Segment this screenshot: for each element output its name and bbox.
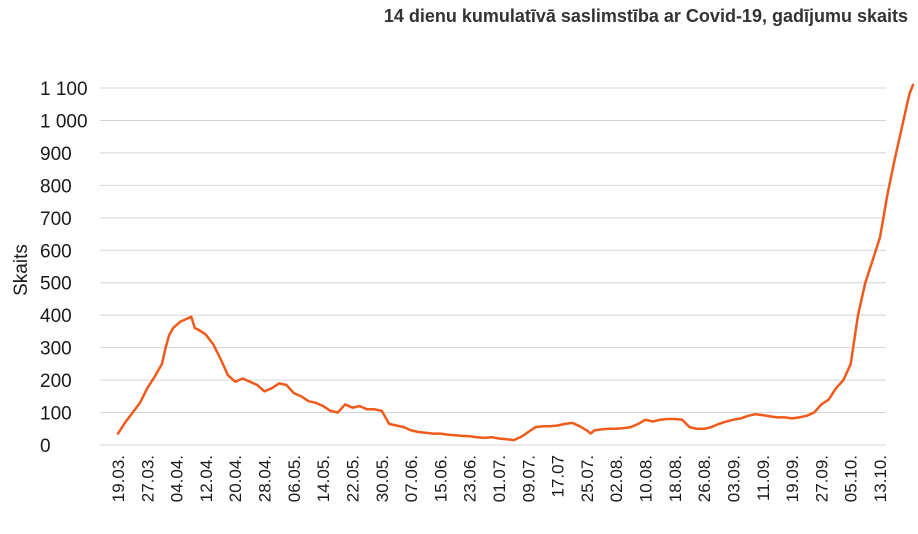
x-tick-label: 19.09. [783, 455, 802, 502]
x-tick-label: 05.10. [842, 455, 861, 502]
series-layer [116, 83, 915, 442]
x-tick-label: 14.05. [314, 455, 333, 502]
x-tick-label: 17.07 [549, 455, 568, 498]
y-tick-label: 500 [40, 274, 72, 295]
x-tick-label: 10.08. [637, 455, 656, 502]
y-tick-label: 0 [40, 436, 51, 457]
x-tick-label: 04.04. [168, 455, 187, 502]
y-tick-label: 700 [40, 209, 72, 230]
y-tick-label: 1 000 [40, 111, 88, 132]
y-tick-label: 900 [40, 144, 72, 165]
y-tick-label: 300 [40, 339, 72, 360]
y-axis-ticks: 0 100 200 300 400 500 600 700 800 900 1 000 1 100 [40, 79, 88, 457]
x-tick-label: 03.09. [724, 455, 743, 502]
x-tick-label: 25.07. [578, 455, 597, 502]
x-axis-ticks: 19.03. 27.03. 04.04. 12.04. 20.04. 28.04. 06.0… [109, 455, 890, 502]
x-tick-label: 26.08. [695, 455, 714, 502]
y-tick-label: 400 [40, 306, 72, 327]
x-tick-label: 30.05. [373, 455, 392, 502]
x-tick-label: 19.03. [109, 455, 128, 502]
x-tick-label: 27.09. [812, 455, 831, 502]
x-tick-label: 06.05. [285, 455, 304, 502]
series-line [116, 83, 915, 442]
x-tick-label: 28.04. [256, 455, 275, 502]
y-tick-label: 600 [40, 241, 72, 262]
grid-lines [100, 87, 886, 446]
x-tick-label: 20.04. [226, 455, 245, 502]
x-tick-label: 15.06. [431, 455, 450, 502]
y-tick-label: 800 [40, 176, 72, 197]
x-tick-label: 13.10. [871, 455, 890, 502]
x-tick-label: 07.06. [402, 455, 421, 502]
x-tick-label: 02.08. [607, 455, 626, 502]
y-tick-label: 1 100 [40, 79, 88, 100]
x-tick-label: 22.05. [343, 455, 362, 502]
x-tick-label: 09.07. [519, 455, 538, 502]
x-tick-label: 12.04. [197, 455, 216, 502]
y-tick-label: 200 [40, 371, 72, 392]
x-tick-label: 01.07. [490, 455, 509, 502]
x-tick-label: 18.08. [666, 455, 685, 502]
x-tick-label: 27.03. [138, 455, 157, 502]
y-axis-label: Skaits [11, 244, 32, 296]
y-tick-label: 100 [40, 404, 72, 425]
x-tick-label: 23.06. [461, 455, 480, 502]
x-tick-label: 11.09. [754, 455, 773, 501]
chart-title: 14 dienu kumulatīvā saslimstība ar Covid… [383, 6, 908, 26]
